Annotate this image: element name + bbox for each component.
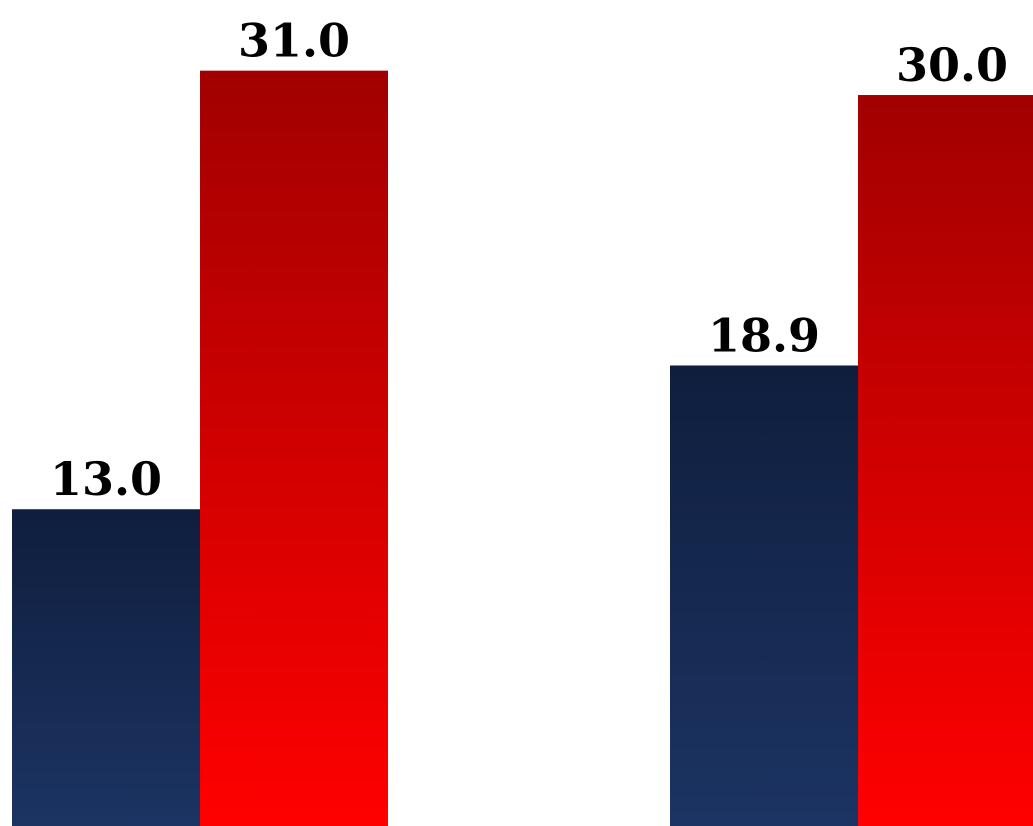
- data-label-series-1-group-1: 13.0: [50, 452, 162, 506]
- data-label-series-2-group-2: 30.0: [896, 38, 1008, 92]
- data-label-series-2-group-1: 31.0: [238, 14, 350, 68]
- data-label-series-1-group-2: 18.9: [708, 308, 820, 362]
- bar-series-2-group-1: [200, 70, 388, 826]
- bar-series-1-group-2: [670, 365, 858, 826]
- bar-series-2-group-2: [858, 95, 1033, 826]
- bar-series-1-group-1: [12, 509, 200, 826]
- data-labels-group: 13.0 31.0 18.9 30.0: [50, 14, 1008, 507]
- bars-group: [12, 70, 1033, 826]
